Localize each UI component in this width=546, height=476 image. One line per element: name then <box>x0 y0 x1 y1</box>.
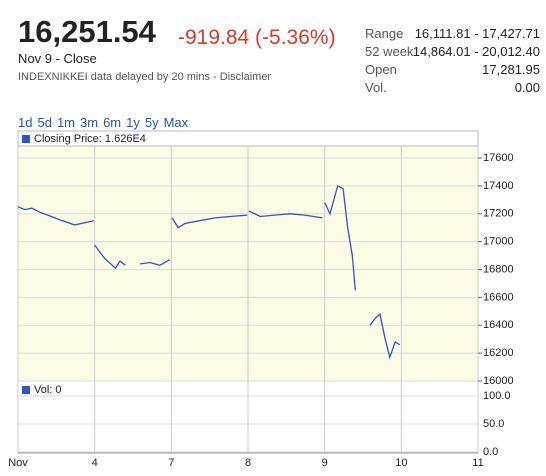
x-tick-label: 8 <box>245 457 251 469</box>
range-link[interactable]: 5y <box>144 115 159 130</box>
y-tick-label: 17200 <box>483 208 514 220</box>
range-link[interactable]: 6m <box>103 115 122 130</box>
y2-tick-label: 0.0 <box>483 446 498 458</box>
y-tick-label: 16800 <box>483 263 514 275</box>
x-tick-label: 9 <box>322 457 328 469</box>
range-link[interactable]: 5d <box>37 115 52 130</box>
date: Nov 9 - Close <box>18 51 97 66</box>
x-tick-label: Nov <box>8 457 28 469</box>
note[interactable]: INDEXNIKKEI data delayed by 20 mins - Di… <box>18 71 272 83</box>
stat-value: 0.00 <box>514 80 540 95</box>
y-tick-label: 16600 <box>483 291 514 303</box>
change: -919.84 (-5.36%) <box>178 26 336 49</box>
y-tick-label: 17600 <box>483 152 514 164</box>
x-tick-label: 11 <box>472 457 483 469</box>
y-tick-label: 16000 <box>483 375 514 387</box>
legend: Closing Price: 1.626E4 <box>34 133 146 145</box>
x-tick-label: 4 <box>92 457 98 469</box>
legend-bar <box>17 130 479 147</box>
volume-legend: Vol: 0 <box>34 384 62 396</box>
x-tick-label: 10 <box>395 457 407 469</box>
range-link[interactable]: 1y <box>126 115 140 130</box>
range-link[interactable]: 1d <box>18 115 33 130</box>
stat-label: Open <box>365 62 397 77</box>
ranges: 1d 5d 1m 3m 6m 1y 5y Max <box>18 115 193 130</box>
price: 16,251.54 <box>18 14 156 49</box>
range-link[interactable]: 3m <box>80 115 99 130</box>
y2-tick-label: 50.0 <box>483 418 504 430</box>
stat-label: Range <box>365 26 404 41</box>
stat-label: Vol. <box>365 80 387 95</box>
stat-value: 17,281.95 <box>482 62 540 77</box>
volume-swatch <box>22 386 30 394</box>
y2-tick-label: 100.0 <box>483 390 511 402</box>
x-tick-label: 7 <box>168 457 174 469</box>
stat-label: 52 week <box>365 44 414 59</box>
y-tick-label: 16400 <box>483 319 514 331</box>
legend-swatch <box>22 135 30 143</box>
y-tick-label: 17000 <box>483 236 514 248</box>
y-tick-label: 17400 <box>483 180 514 192</box>
price-line <box>17 184 401 360</box>
range-link[interactable]: 1m <box>56 115 75 130</box>
y-tick-label: 16200 <box>483 347 514 359</box>
range-link[interactable]: Max <box>163 115 189 130</box>
stat-value: 16,111.81 - 17,427.71 <box>414 26 540 41</box>
stat-value: 14,864.01 - 20,012.40 <box>412 44 540 59</box>
